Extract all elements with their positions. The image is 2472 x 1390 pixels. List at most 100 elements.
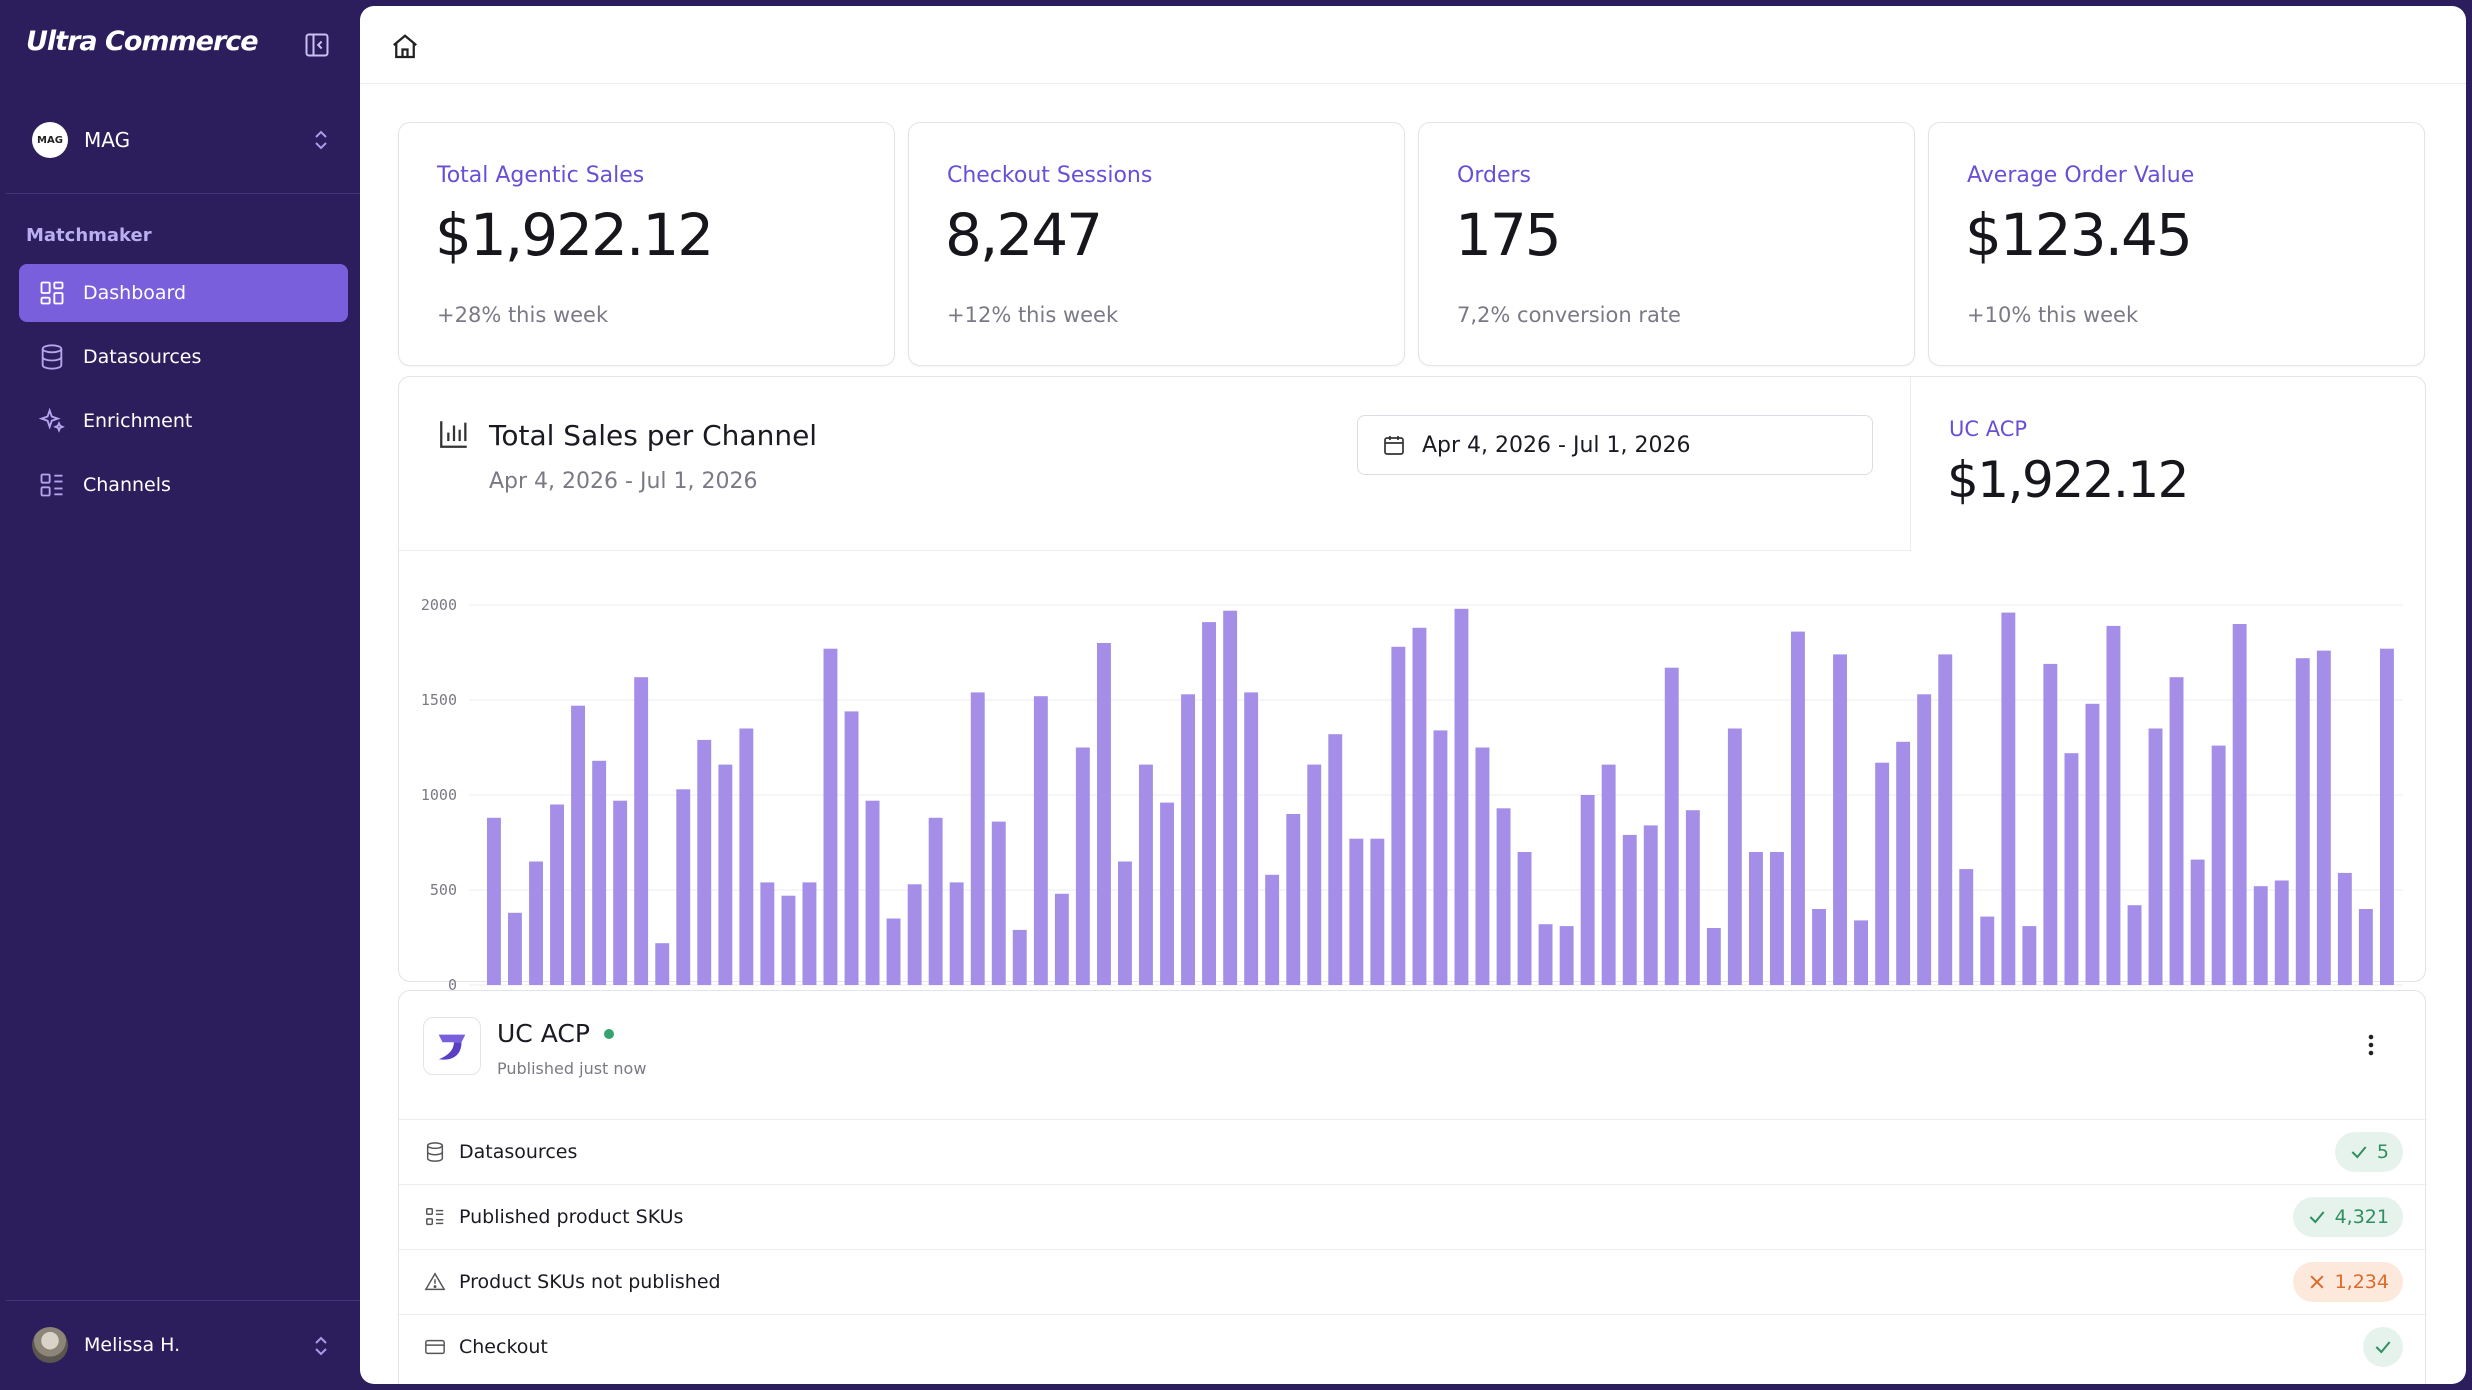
chart-bar [655, 943, 670, 985]
sidebar-item-channels[interactable]: Channels [19, 456, 348, 514]
list-item-checkout[interactable]: Checkout [399, 1314, 2427, 1379]
chart-date-range: Apr 4, 2026 - Jul 1, 2026 [489, 469, 758, 494]
chart-bar [907, 884, 922, 985]
chart-bar [592, 760, 607, 985]
main-content: Total Agentic Sales $1,922.12 +28% this … [360, 6, 2466, 1384]
chart-bar [1307, 764, 1322, 985]
list-item-datasources[interactable]: Datasources 5 [399, 1119, 2427, 1184]
chart-bar [1538, 924, 1553, 985]
chart-bar [2337, 872, 2352, 985]
y-tick-label: 1500 [421, 691, 457, 709]
chart-bar [1938, 654, 1953, 985]
chart-bar [1054, 893, 1069, 985]
collapse-sidebar-button[interactable] [300, 28, 334, 62]
channel-status-list: Datasources 5 Published product SKUs [399, 1119, 2427, 1379]
kpi-card-orders: Orders 175 7,2% conversion rate [1418, 122, 1915, 366]
chart-bar [1685, 810, 1700, 985]
chart-bar [970, 692, 985, 985]
row-label: Product SKUs not published [459, 1271, 721, 1293]
date-range-value: Apr 4, 2026 - Jul 1, 2026 [1422, 432, 1691, 458]
status-badge: 5 [2334, 1132, 2403, 1172]
kpi-value: $1,922.12 [435, 201, 714, 269]
sidebar-nav: Dashboard Datasources Enrichment [19, 264, 348, 520]
kpi-subtext: +12% this week [947, 303, 1119, 327]
sidebar-item-label: Dashboard [83, 282, 187, 304]
database-icon [37, 342, 67, 372]
chart-bar [1706, 928, 1721, 985]
chart-bar [718, 764, 733, 985]
chart-bar [634, 677, 649, 985]
kpi-label: Total Agentic Sales [437, 163, 645, 188]
sidebar-header: Ultra Commerce [0, 0, 360, 90]
bar-chart-icon [440, 421, 467, 448]
sidebar: Ultra Commerce MAG MAG Matchmaker [0, 0, 360, 1390]
sales-bar-chart: 0500100015002000Apr 4Apr 9Apr 15Apr 21Ap… [421, 596, 2403, 1011]
chart-bar [2064, 753, 2079, 985]
chart-bar [1896, 741, 1911, 985]
chart-bar [1664, 667, 1679, 985]
chart-bar [1412, 627, 1427, 985]
chart-bar [2085, 703, 2100, 985]
chart-bar [2232, 624, 2247, 985]
chart-bar [1433, 730, 1448, 985]
chart-bar [2106, 625, 2121, 985]
calendar-icon [1384, 436, 1404, 455]
chart-bar [1160, 802, 1174, 985]
chart-bar [1833, 654, 1847, 985]
chart-bar [2169, 677, 2184, 985]
chart-bar [2253, 886, 2268, 985]
chart-bar [2211, 745, 2226, 985]
chart-bar [697, 739, 712, 985]
chart-bar [1181, 694, 1195, 985]
chart-bar [2127, 905, 2142, 985]
chart-bar [739, 728, 754, 985]
channel-logo [423, 1017, 481, 1075]
sidebar-item-label: Channels [83, 474, 171, 496]
row-label: Datasources [459, 1141, 578, 1163]
brand-logo[interactable]: Ultra Commerce [26, 26, 259, 57]
y-tick-label: 1000 [421, 786, 457, 804]
row-label: Checkout [459, 1336, 548, 1358]
chart-bar [865, 800, 880, 985]
list-item-published-skus[interactable]: Published product SKUs 4,321 [399, 1184, 2427, 1249]
avatar [32, 1327, 68, 1363]
sidebar-section-title: Matchmaker [26, 225, 152, 246]
channel-total-label: UC ACP [1949, 417, 2028, 441]
sidebar-item-datasources[interactable]: Datasources [19, 328, 348, 386]
more-options-button[interactable] [2357, 1029, 2385, 1061]
chevron-up-down-icon [315, 130, 327, 150]
chart-bar [571, 705, 585, 985]
channel-logo-icon [438, 1034, 466, 1060]
sparkles-icon [37, 406, 67, 436]
chart-bar [2043, 663, 2058, 985]
org-switcher[interactable]: MAG MAG [0, 100, 360, 180]
chart-bar [1454, 608, 1469, 985]
chart-bar [613, 800, 628, 985]
chart-bar [1349, 838, 1364, 985]
status-dot [603, 1028, 614, 1039]
sidebar-item-enrichment[interactable]: Enrichment [19, 392, 348, 450]
channel-card: UC ACP Published just now Datasources [398, 990, 2427, 1384]
chart-bar [1791, 631, 1805, 985]
user-name: Melissa H. [84, 1334, 181, 1356]
sidebar-item-dashboard[interactable]: Dashboard [19, 264, 348, 322]
chart-bar [1875, 762, 1890, 985]
org-avatar: MAG [32, 122, 68, 158]
user-menu[interactable]: Melissa H. [0, 1310, 360, 1380]
list-item-unpublished-skus[interactable]: Product SKUs not published 1,234 [399, 1249, 2427, 1314]
kpi-label: Orders [1457, 163, 1531, 188]
chart-bar [781, 895, 796, 985]
date-range-picker[interactable]: Apr 4, 2026 - Jul 1, 2026 [1357, 415, 1873, 475]
sidebar-item-label: Datasources [83, 346, 202, 368]
chart-header: Total Sales per Channel Apr 4, 2026 - Ju… [399, 377, 1911, 551]
kpi-card-total-sales: Total Agentic Sales $1,922.12 +28% this … [398, 122, 895, 366]
chevron-up-down-icon [315, 1336, 327, 1356]
chart-bar [2148, 728, 2163, 985]
close-icon [2310, 1275, 2324, 1289]
kpi-card-checkout-sessions: Checkout Sessions 8,247 +12% this week [908, 122, 1405, 366]
org-name: MAG [84, 128, 131, 152]
home-icon[interactable] [390, 32, 420, 62]
chart-bar [2190, 859, 2205, 985]
chart-bar [1622, 834, 1637, 985]
chart-bar [1727, 728, 1742, 985]
